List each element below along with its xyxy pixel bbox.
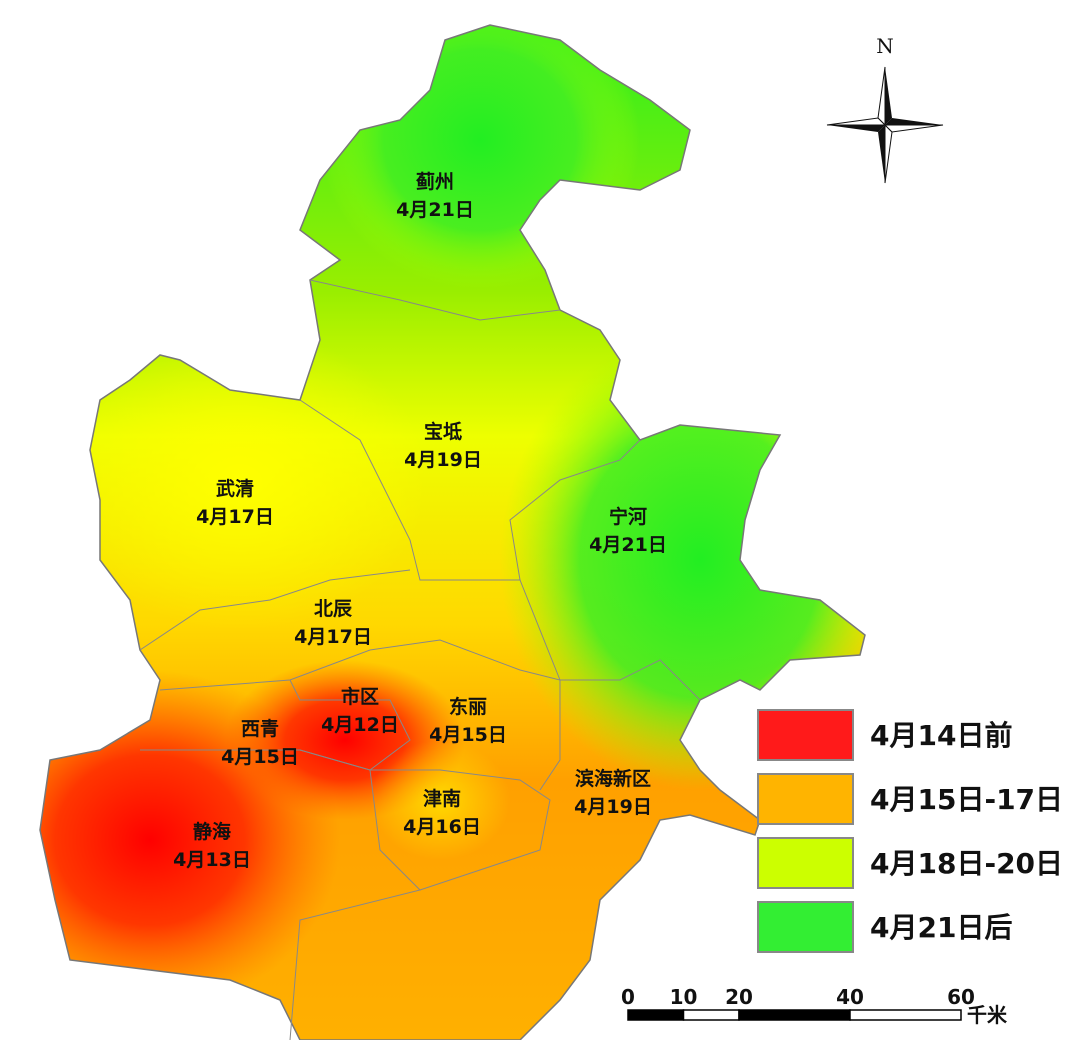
legend: 4月14日前 4月15日-17日 4月18日-20日 4月21日后: [757, 709, 1063, 953]
district-name: 滨海新区: [575, 767, 651, 790]
scale-tick-label: 60: [947, 985, 975, 1009]
district-name: 东丽: [449, 695, 487, 718]
scale-segment: [738, 1009, 851, 1021]
scale-tick-label: 10: [670, 985, 698, 1009]
legend-label: 4月21日后: [870, 911, 1012, 944]
district-date: 4月19日: [404, 449, 482, 471]
legend-label: 4月15日-17日: [870, 783, 1063, 816]
district-date: 4月19日: [574, 796, 652, 818]
district-date: 4月15日: [221, 746, 299, 768]
district-name: 蓟州: [415, 171, 454, 193]
legend-label: 4月18日-20日: [870, 847, 1063, 880]
scale-segment: [627, 1009, 685, 1021]
district-date: 4月12日: [321, 714, 399, 736]
district-name: 市区: [341, 685, 379, 708]
district-name: 宝坻: [424, 420, 462, 443]
district-date: 4月17日: [294, 626, 372, 648]
district-name: 宁河: [609, 505, 647, 528]
district-name: 武清: [216, 477, 254, 500]
district-borders: [139, 279, 701, 1040]
legend-swatch: [757, 901, 854, 953]
district-name: 北辰: [314, 598, 353, 620]
district-name: 静海: [193, 820, 231, 843]
scale-unit: 千米: [967, 1003, 1008, 1027]
scale-segment: [849, 1009, 962, 1021]
legend-swatch: [757, 773, 854, 825]
scale-tick-label: 0: [621, 985, 635, 1009]
north-label: N: [876, 34, 894, 58]
scale-tick-label: 40: [836, 985, 864, 1009]
legend-swatch: [757, 837, 854, 889]
district-date: 4月21日: [396, 199, 474, 221]
scale-tick-label: 20: [725, 985, 753, 1009]
district-date: 4月13日: [173, 849, 251, 871]
legend-label: 4月14日前: [870, 719, 1012, 752]
district-name: 津南: [423, 787, 461, 810]
district-date: 4月15日: [429, 724, 507, 746]
district-date: 4月17日: [196, 506, 274, 528]
scale-segment: [682, 1009, 740, 1021]
district-name: 西青: [241, 718, 279, 740]
legend-swatch: [757, 709, 854, 761]
district-date: 4月16日: [403, 816, 481, 838]
north-arrow: N: [826, 34, 944, 184]
district-date: 4月21日: [589, 534, 667, 556]
